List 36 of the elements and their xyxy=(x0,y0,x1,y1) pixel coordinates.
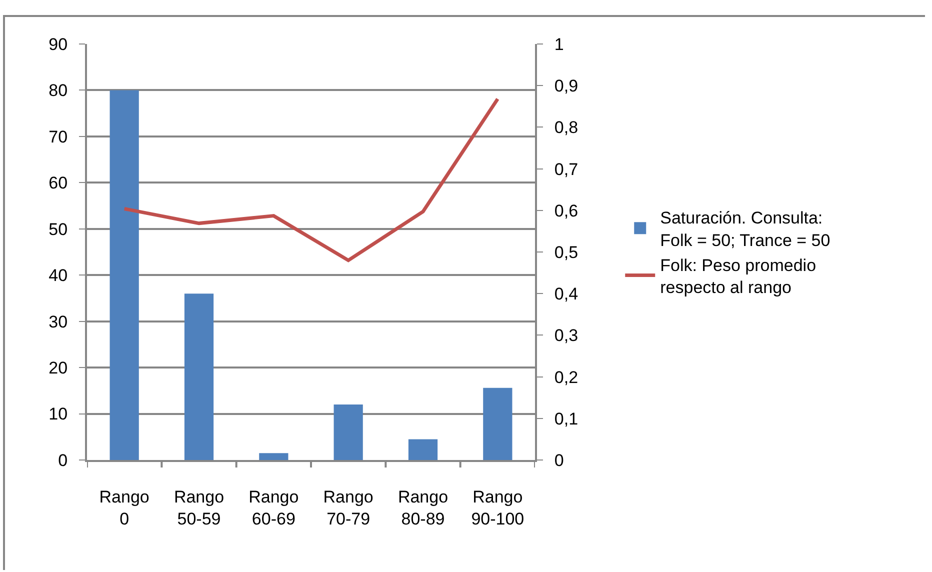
y2-tick-label: 0,4 xyxy=(554,284,578,304)
bar xyxy=(184,294,214,460)
y-tick-label: 10 xyxy=(48,404,68,424)
bar xyxy=(259,453,288,460)
legend-label: Saturación. Consulta: Folk = 50; Trance = 50 xyxy=(660,208,830,250)
y-tick-label: 90 xyxy=(48,34,68,54)
x-tick-label: Rango 70-79 xyxy=(323,487,374,528)
legend-label: Folk: Peso promedio respecto al rango xyxy=(660,256,816,297)
y2-tick-label: 0,5 xyxy=(554,242,578,262)
y2-tick-label: 0,2 xyxy=(554,368,578,387)
bar xyxy=(334,404,363,460)
x-tick-label: Rango 60-69 xyxy=(248,487,299,528)
y2-tick-label: 0,8 xyxy=(554,118,578,138)
y-tick-label: 70 xyxy=(48,127,68,146)
y2-tick-label: 0,9 xyxy=(554,76,578,96)
bar xyxy=(408,439,438,460)
y-tick-label: 0 xyxy=(58,450,68,470)
y-tick-label: 20 xyxy=(48,358,68,378)
y2-tick-label: 0,6 xyxy=(554,201,578,220)
x-tick-label: Rango 80-89 xyxy=(398,487,448,528)
y2-tick-label: 0,7 xyxy=(554,160,578,179)
bar xyxy=(110,90,139,460)
y2-tick-label: 0,3 xyxy=(554,326,578,346)
y-tick-label: 80 xyxy=(48,81,68,100)
y-tick-label: 60 xyxy=(48,174,68,193)
x-tick-label: Rango 90-100 xyxy=(471,487,524,528)
line-series xyxy=(122,97,500,262)
y2-tick-label: 0,1 xyxy=(554,409,578,428)
y-tick-label: 40 xyxy=(48,266,68,286)
y-tick-label: 30 xyxy=(48,312,68,332)
bar xyxy=(483,388,512,460)
x-tick-label: Rango 50-59 xyxy=(174,487,224,528)
y2-tick-label: 1 xyxy=(554,34,564,54)
y-tick-label: 50 xyxy=(48,220,68,239)
y2-tick-label: 0 xyxy=(554,450,564,470)
x-tick-label: Rango 0 xyxy=(99,487,150,528)
